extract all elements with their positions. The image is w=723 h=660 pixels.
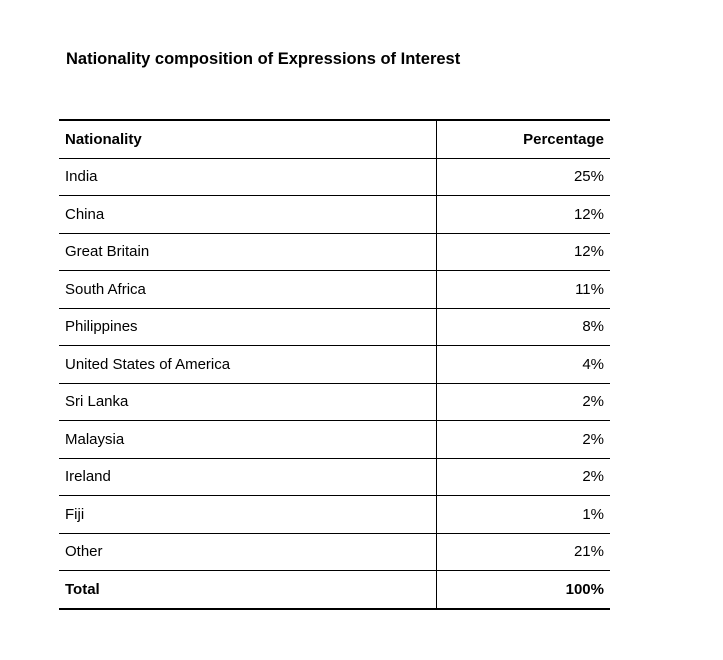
nationality-cell: India [59,158,437,196]
table-row: Philippines 8% [59,308,610,346]
table-row: Ireland 2% [59,458,610,496]
nationality-table: Nationality Percentage India 25% China 1… [59,119,610,610]
percentage-cell: 8% [436,308,610,346]
table-header-row: Nationality Percentage [59,119,610,159]
percentage-cell: 2% [436,420,610,459]
nationality-cell: South Africa [59,270,437,309]
table-row: Other 21% [59,533,610,571]
percentage-cell: 12% [436,195,610,234]
table-row: China 12% [59,195,610,234]
nationality-cell: China [59,195,437,234]
nationality-cell: Other [59,533,437,571]
percentage-cell: 11% [436,270,610,309]
table-row: South Africa 11% [59,270,610,309]
percentage-cell: 1% [436,495,610,534]
header-percentage: Percentage [436,119,610,159]
nationality-cell: Philippines [59,308,437,346]
table-row: Fiji 1% [59,495,610,534]
nationality-cell: Fiji [59,495,437,534]
percentage-cell: 2% [436,458,610,496]
percentage-cell: 25% [436,158,610,196]
table-row: Sri Lanka 2% [59,383,610,421]
nationality-cell: United States of America [59,345,437,384]
nationality-cell: Ireland [59,458,437,496]
percentage-cell: 12% [436,233,610,271]
table-row: United States of America 4% [59,345,610,384]
percentage-cell: 21% [436,533,610,571]
total-row: Total 100% [59,570,610,610]
document-title: Nationality composition of Expressions o… [66,50,461,68]
table-row: Malaysia 2% [59,420,610,459]
nationality-cell: Great Britain [59,233,437,271]
nationality-cell: Malaysia [59,420,437,459]
header-nationality: Nationality [59,119,437,159]
percentage-cell: 4% [436,345,610,384]
percentage-cell: 2% [436,383,610,421]
table-row: Great Britain 12% [59,233,610,271]
total-percentage: 100% [436,570,610,610]
nationality-cell: Sri Lanka [59,383,437,421]
table-row: India 25% [59,158,610,196]
total-label: Total [59,570,437,610]
